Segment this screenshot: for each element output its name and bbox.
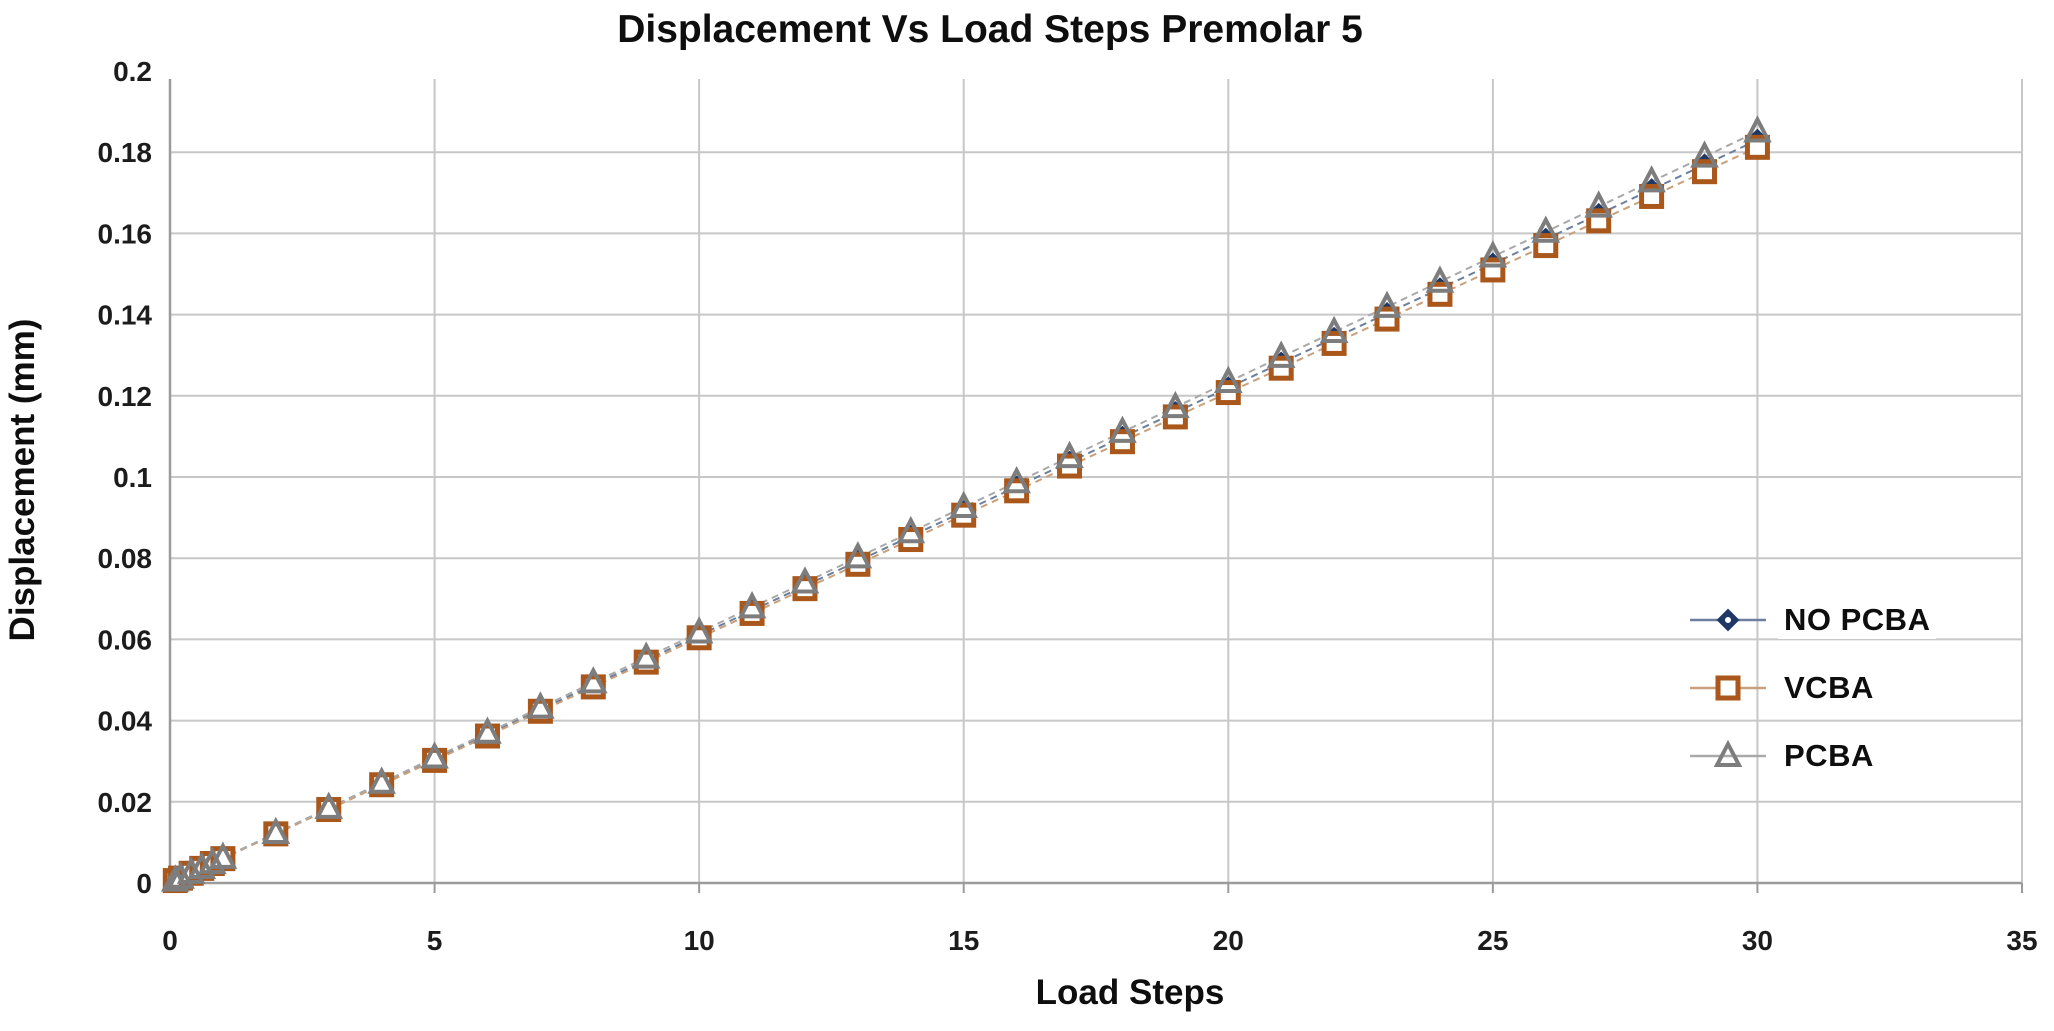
series-markers-vcba xyxy=(162,134,1770,894)
series-markers-pcba xyxy=(160,115,1772,892)
marker-pcba xyxy=(1266,340,1296,368)
legend-marker-pcba-icon xyxy=(1690,739,1766,767)
marker-pcba xyxy=(261,816,291,845)
x-tick-label-15: 15 xyxy=(948,925,979,956)
marker-vcba xyxy=(1533,233,1559,259)
marker-pcba xyxy=(314,791,344,819)
y-tick-label-0.12: 0.12 xyxy=(98,381,153,412)
marker-pcba xyxy=(790,566,820,594)
y-tick-label-0.1: 0.1 xyxy=(113,462,152,493)
y-tick-label-0: 0 xyxy=(136,868,152,899)
marker-pcba xyxy=(1531,215,1561,243)
marker-pcba xyxy=(1108,415,1137,443)
marker-pcba xyxy=(166,861,195,889)
marker-vcba xyxy=(1480,257,1506,283)
chart-title: Displacement Vs Load Steps Premolar 5 xyxy=(617,8,1363,51)
x-tick-label-30: 30 xyxy=(1742,925,1773,956)
y-tick-label-0.04: 0.04 xyxy=(98,706,153,737)
marker-pcba xyxy=(1743,115,1772,143)
marker-pcba xyxy=(896,515,926,544)
marker-pcba xyxy=(1478,240,1508,268)
marker-pcba xyxy=(1161,390,1190,419)
y-tick-label-0.16: 0.16 xyxy=(98,218,153,249)
legend-marker-shape-pcba xyxy=(1713,739,1743,767)
marker-pcba xyxy=(1002,465,1031,494)
y-tick-label-0.08: 0.08 xyxy=(98,543,153,574)
y-tick-label-0.02: 0.02 xyxy=(98,787,153,818)
marker-pcba xyxy=(208,841,238,869)
marker-pcba xyxy=(1213,365,1243,393)
grid-layer xyxy=(170,79,2023,883)
x-tick-label-0: 0 xyxy=(162,925,178,956)
x-tick-label-20: 20 xyxy=(1213,925,1244,956)
chart-legend: NO PCBA VCBA PCBA xyxy=(1686,600,1937,804)
legend-label-pcba: PCBA xyxy=(1778,737,1880,775)
marker-pcba xyxy=(187,851,217,879)
marker-pcba xyxy=(684,616,714,644)
legend-marker-no-pcba-icon xyxy=(1690,608,1766,632)
legend-marker-shape-vcba xyxy=(1715,675,1741,701)
marker-pcba xyxy=(473,716,502,744)
marker-pcba xyxy=(1690,140,1719,168)
x-tick-label-5: 5 xyxy=(427,925,443,956)
marker-pcba xyxy=(198,846,227,875)
marker-vcba xyxy=(1321,330,1347,356)
legend-item-pcba: PCBA xyxy=(1686,736,1936,776)
series-layer xyxy=(160,115,1772,894)
marker-pcba xyxy=(1637,165,1666,193)
x-tick-label-35: 35 xyxy=(2006,925,2037,956)
marker-pcba xyxy=(526,691,555,719)
y-axis-label: Displacement (mm) xyxy=(3,319,42,642)
marker-pcba xyxy=(176,856,206,884)
legend-marker-shape-no-pcba xyxy=(1716,608,1740,632)
marker-pcba xyxy=(1055,440,1084,469)
marker-pcba xyxy=(949,490,979,519)
marker-pcba xyxy=(579,666,608,694)
y-tick-label-0.2: 0.2 xyxy=(113,56,152,87)
legend-item-vcba: VCBA xyxy=(1686,668,1936,708)
series-line-pcba xyxy=(174,130,1758,882)
y-tick-label-0.06: 0.06 xyxy=(98,624,153,655)
marker-pcba xyxy=(1372,290,1402,318)
legend-item-no-pcba: NO PCBA xyxy=(1686,600,1937,640)
y-tick-label-0.14: 0.14 xyxy=(98,300,153,331)
legend-marker-vcba-icon xyxy=(1690,675,1766,701)
marker-pcba xyxy=(367,766,396,794)
x-tick-label-25: 25 xyxy=(1477,925,1508,956)
x-tick-label-10: 10 xyxy=(684,925,715,956)
marker-pcba xyxy=(737,591,767,619)
marker-pcba xyxy=(1319,315,1349,344)
x-axis-label: Load Steps xyxy=(1036,973,1225,1012)
marker-pcba xyxy=(1425,265,1455,293)
legend-label-no-pcba: NO PCBA xyxy=(1778,601,1937,639)
axis-layer: 0 5 10 15 20 25 30 35 0 0.02 0.04 0.06 0.08 0.1 0.12 0.… xyxy=(98,56,2038,956)
marker-pcba xyxy=(1584,190,1613,218)
y-tick-label-0.18: 0.18 xyxy=(98,137,153,168)
marker-pcba xyxy=(631,641,661,669)
legend-label-vcba: VCBA xyxy=(1778,669,1880,707)
marker-pcba xyxy=(420,741,449,769)
marker-vcba xyxy=(1268,355,1294,381)
marker-pcba xyxy=(843,541,873,569)
